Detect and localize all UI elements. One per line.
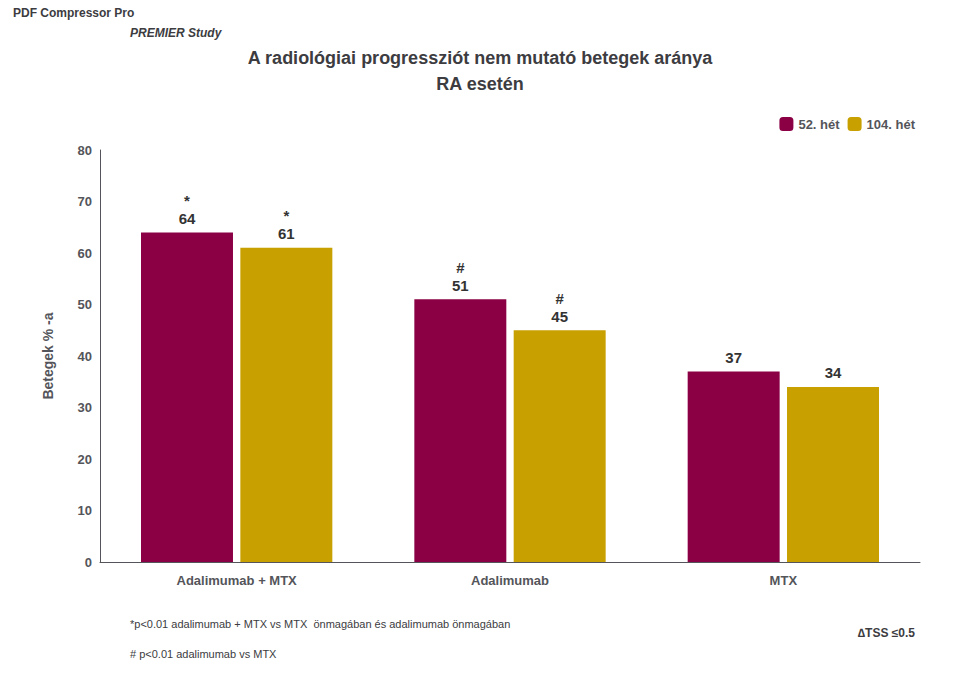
svg-text:A radiológiai progressziót nem: A radiológiai progressziót nem mutató be… [248,48,713,68]
svg-text:50: 50 [78,297,92,312]
svg-text:45: 45 [551,308,568,325]
svg-text:Adalimumab: Adalimumab [471,573,549,588]
svg-text:#: # [556,290,565,307]
svg-text:60: 60 [78,246,92,261]
svg-text:∆TSS ≤0.5: ∆TSS ≤0.5 [858,626,916,640]
svg-text:MTX: MTX [770,573,798,588]
svg-text:RA esetén: RA esetén [436,74,523,94]
svg-text:20: 20 [78,452,92,467]
svg-text:*: * [283,207,289,224]
svg-text:80: 80 [78,143,92,158]
svg-text:40: 40 [78,349,92,364]
svg-text:PDF Compressor Pro: PDF Compressor Pro [13,6,134,20]
svg-text:61: 61 [278,225,295,242]
svg-text:52. hét: 52. hét [798,117,840,132]
svg-text:37: 37 [725,349,742,366]
svg-text:*p<0.01 adalimumab + MTX vs MT: *p<0.01 adalimumab + MTX vs MTX önmagába… [130,618,510,630]
svg-text:34: 34 [825,364,842,381]
svg-text:70: 70 [78,194,92,209]
svg-text:# p<0.01 adalimumab vs MTX: # p<0.01 adalimumab vs MTX [130,648,277,660]
svg-text:104. hét: 104. hét [867,117,916,132]
svg-text:#: # [456,259,465,276]
svg-text:PREMIER Study: PREMIER Study [130,26,223,40]
svg-text:Adalimumab + MTX: Adalimumab + MTX [177,573,298,588]
svg-text:*: * [184,192,190,209]
svg-text:0: 0 [85,555,92,570]
svg-text:51: 51 [452,277,469,294]
svg-text:Betegek % -a: Betegek % -a [40,312,56,399]
svg-text:64: 64 [179,210,196,227]
svg-text:30: 30 [78,400,92,415]
svg-text:10: 10 [78,503,92,518]
